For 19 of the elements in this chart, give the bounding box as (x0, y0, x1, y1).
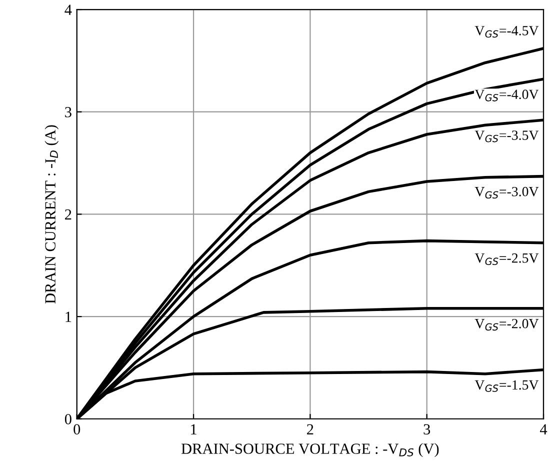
series-label: V$_{GS}$=-3.5V (474, 130, 539, 142)
x-tick-label: 3 (424, 424, 430, 434)
x-tick-label: 0 (74, 424, 80, 434)
series-label: V$_{GS}$=-2.5V (474, 253, 539, 266)
y-tick-label: 1 (66, 312, 72, 322)
series-label: V$_{GS}$=-1.5V (474, 380, 539, 392)
x-tick-label: 1 (191, 424, 196, 434)
y-tick-label: 2 (65, 209, 72, 220)
series-label: V$_{GS}$=-4.5V (474, 26, 539, 38)
x-tick-label: 2 (307, 424, 314, 434)
x-axis-title: DRAIN-SOURCE VOLTAGE : -V$_{DS}$ (V) (181, 443, 439, 458)
series-label: V$_{GS}$=-4.0V (474, 90, 539, 102)
y-tick-label: 3 (65, 107, 72, 118)
x-tick-label: 4 (540, 424, 548, 434)
series-label: V$_{GS}$=-2.0V (474, 318, 539, 331)
y-tick-label: 0 (64, 414, 72, 424)
y-axis-title: DRAIN CURRENT : -I$_{D}$ (A) (44, 125, 59, 304)
series-label: V$_{GS}$=-3.0V (474, 186, 539, 199)
y-tick-label: 4 (64, 4, 72, 15)
